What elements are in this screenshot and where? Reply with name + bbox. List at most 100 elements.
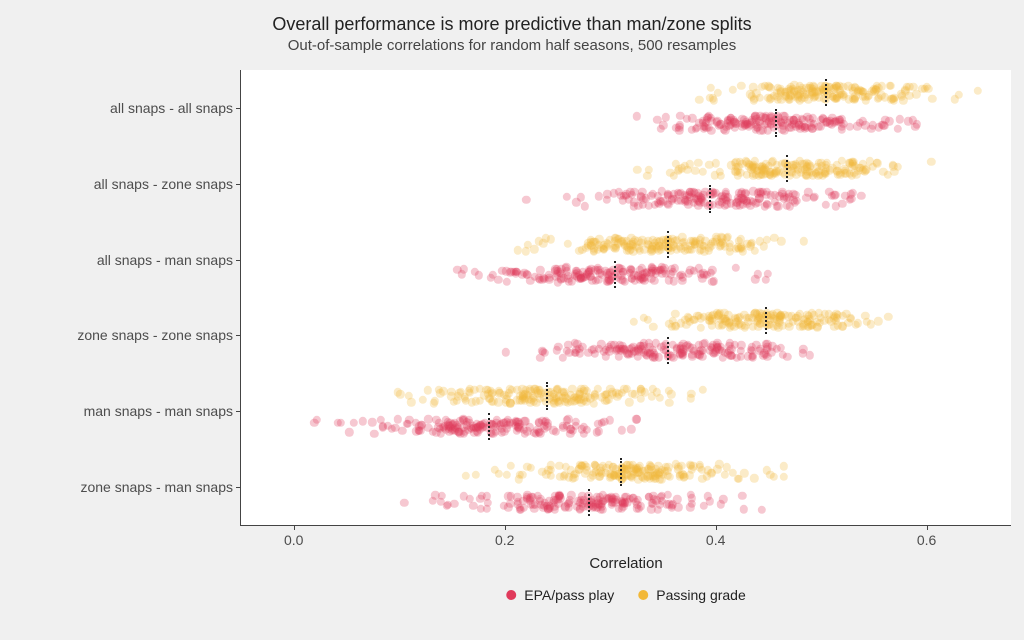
point-grade [728,86,736,94]
x-tick-label: 0.2 [495,525,514,548]
point-grade [951,95,959,103]
point-epa [633,415,641,423]
point-epa [564,341,572,349]
mean-marker [667,231,669,258]
point-epa [780,126,788,134]
point-grade [705,247,713,255]
point-grade [667,390,675,398]
point-epa [761,275,769,283]
point-epa [572,198,580,206]
point-epa [853,122,861,130]
y-category-label: all snaps - all snaps [110,100,241,116]
mean-marker [614,261,616,288]
point-epa [370,429,378,437]
point-grade [854,319,862,327]
point-grade [973,87,981,95]
point-grade [714,88,722,96]
mean-marker [488,413,490,440]
mean-marker [667,337,669,364]
point-epa [398,426,406,434]
point-grade [874,317,882,325]
point-grade [649,322,657,330]
point-epa [368,418,376,426]
point-epa [758,506,766,514]
legend-item-epa: EPA/pass play [506,587,614,603]
point-grade [494,469,502,477]
point-grade [735,475,743,483]
point-epa [645,201,653,209]
point-grade [514,246,522,254]
point-grade [705,160,713,168]
point-epa [896,115,904,123]
point-grade [884,312,892,320]
point-epa [501,348,509,356]
point-epa [378,423,386,431]
x-axis-title: Correlation [589,555,662,572]
point-epa [832,202,840,210]
x-tick-label: 0.4 [706,525,725,548]
point-grade [691,167,699,175]
point-epa [688,352,696,360]
y-category-label: zone snaps - man snaps [80,479,241,495]
point-epa [707,126,715,134]
x-tick-label: 0.6 [917,525,936,548]
point-epa [359,417,367,425]
chart-title: Overall performance is more predictive t… [0,0,1024,35]
mean-marker [775,109,777,136]
point-epa [394,415,402,423]
point-epa [830,191,838,199]
point-epa [761,202,769,210]
point-grade [928,95,936,103]
point-epa [517,506,525,514]
y-category-label: all snaps - man snaps [97,252,241,268]
point-epa [603,196,611,204]
point-grade [503,470,511,478]
point-grade [506,399,514,407]
point-epa [503,278,511,286]
point-grade [625,398,633,406]
point-epa [721,202,729,210]
point-epa [530,504,538,512]
point-grade [431,397,439,405]
point-grade [708,469,716,477]
point-grade [861,168,869,176]
point-epa [633,112,641,120]
point-epa [437,429,445,437]
point-grade [450,398,458,406]
point-epa [494,276,502,284]
point-epa [313,416,321,424]
point-grade [644,166,652,174]
mean-marker [765,307,767,334]
point-epa [635,505,643,513]
point-epa [345,428,353,436]
point-epa [875,123,883,131]
point-grade [905,91,913,99]
point-epa [424,415,432,423]
legend-label-epa: EPA/pass play [524,587,614,603]
legend-swatch-grade [638,590,648,600]
point-epa [911,123,919,131]
point-grade [699,386,707,394]
point-grade [757,83,765,91]
point-grade [665,398,673,406]
point-grade [890,168,898,176]
point-epa [822,200,830,208]
point-grade [883,170,891,178]
point-grade [515,475,523,483]
point-grade [780,462,788,470]
point-epa [475,271,483,279]
point-grade [618,388,626,396]
y-category-label: zone snaps - zone snaps [77,327,241,343]
point-epa [845,123,853,131]
point-epa [350,419,358,427]
point-epa [806,351,814,359]
point-grade [785,323,793,331]
legend-item-grade: Passing grade [638,587,746,603]
point-epa [662,113,670,121]
mean-marker [620,458,622,485]
point-epa [579,429,587,437]
point-grade [837,157,845,165]
point-grade [800,237,808,245]
x-tick-label: 0.0 [284,525,303,548]
mean-marker [786,155,788,182]
